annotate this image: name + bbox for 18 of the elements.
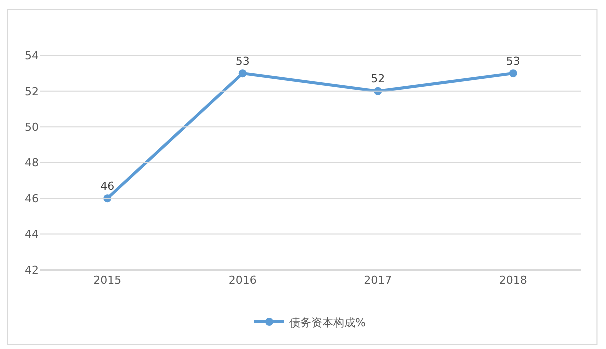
data-label: 53 (506, 54, 520, 68)
x-tick-label: 2015 (94, 274, 122, 288)
y-tick-label: 54 (25, 50, 39, 63)
data-label: 46 (100, 180, 115, 193)
y-tick-label: 48 (25, 156, 39, 170)
x-tick-label: 2018 (499, 274, 528, 288)
y-tick-label: 52 (25, 85, 39, 98)
data-label: 52 (371, 72, 386, 86)
legend-label: 债务资本构成% (290, 316, 366, 330)
y-tick-label: 46 (25, 192, 39, 206)
y-tick-label: 50 (25, 120, 39, 134)
y-tick-label: 42 (25, 264, 39, 277)
x-tick-label: 2017 (364, 274, 392, 288)
data-label: 53 (236, 54, 250, 68)
point (509, 70, 518, 78)
x-tick-label: 2016 (228, 274, 257, 288)
y-tick-label: 44 (25, 228, 39, 242)
point (238, 70, 247, 78)
